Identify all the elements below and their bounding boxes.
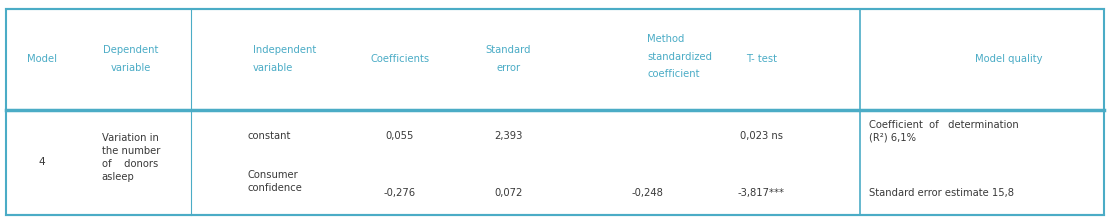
Text: variable: variable — [253, 63, 293, 73]
Text: T- test: T- test — [746, 54, 777, 64]
Text: Consumer
confidence: Consumer confidence — [248, 170, 302, 193]
Text: -3,817***: -3,817*** — [738, 188, 785, 198]
Text: Model quality: Model quality — [975, 54, 1042, 64]
Text: 0,055: 0,055 — [385, 131, 414, 141]
Text: Independent: Independent — [253, 45, 316, 55]
Text: -0,248: -0,248 — [632, 188, 663, 198]
Text: Coefficient  of   determination
(R²) 6,1%: Coefficient of determination (R²) 6,1% — [869, 120, 1019, 143]
Text: Standard error estimate 15,8: Standard error estimate 15,8 — [869, 188, 1015, 198]
Text: coefficient: coefficient — [647, 69, 699, 79]
FancyBboxPatch shape — [6, 9, 1104, 215]
Text: standardized: standardized — [647, 52, 713, 62]
Text: Model: Model — [27, 54, 58, 64]
Text: 4: 4 — [39, 157, 46, 167]
Text: 0,072: 0,072 — [494, 188, 523, 198]
Text: Method: Method — [647, 34, 685, 44]
Text: error: error — [496, 63, 521, 73]
Text: Coefficients: Coefficients — [370, 54, 430, 64]
Text: Dependent: Dependent — [103, 45, 159, 55]
Text: constant: constant — [248, 131, 291, 141]
Text: Standard: Standard — [486, 45, 531, 55]
Text: -0,276: -0,276 — [384, 188, 415, 198]
Text: variable: variable — [111, 63, 151, 73]
Text: 2,393: 2,393 — [494, 131, 523, 141]
Text: 0,023 ns: 0,023 ns — [740, 131, 783, 141]
Text: Variation in
the number
of    donors
asleep: Variation in the number of donors asleep — [102, 133, 160, 182]
